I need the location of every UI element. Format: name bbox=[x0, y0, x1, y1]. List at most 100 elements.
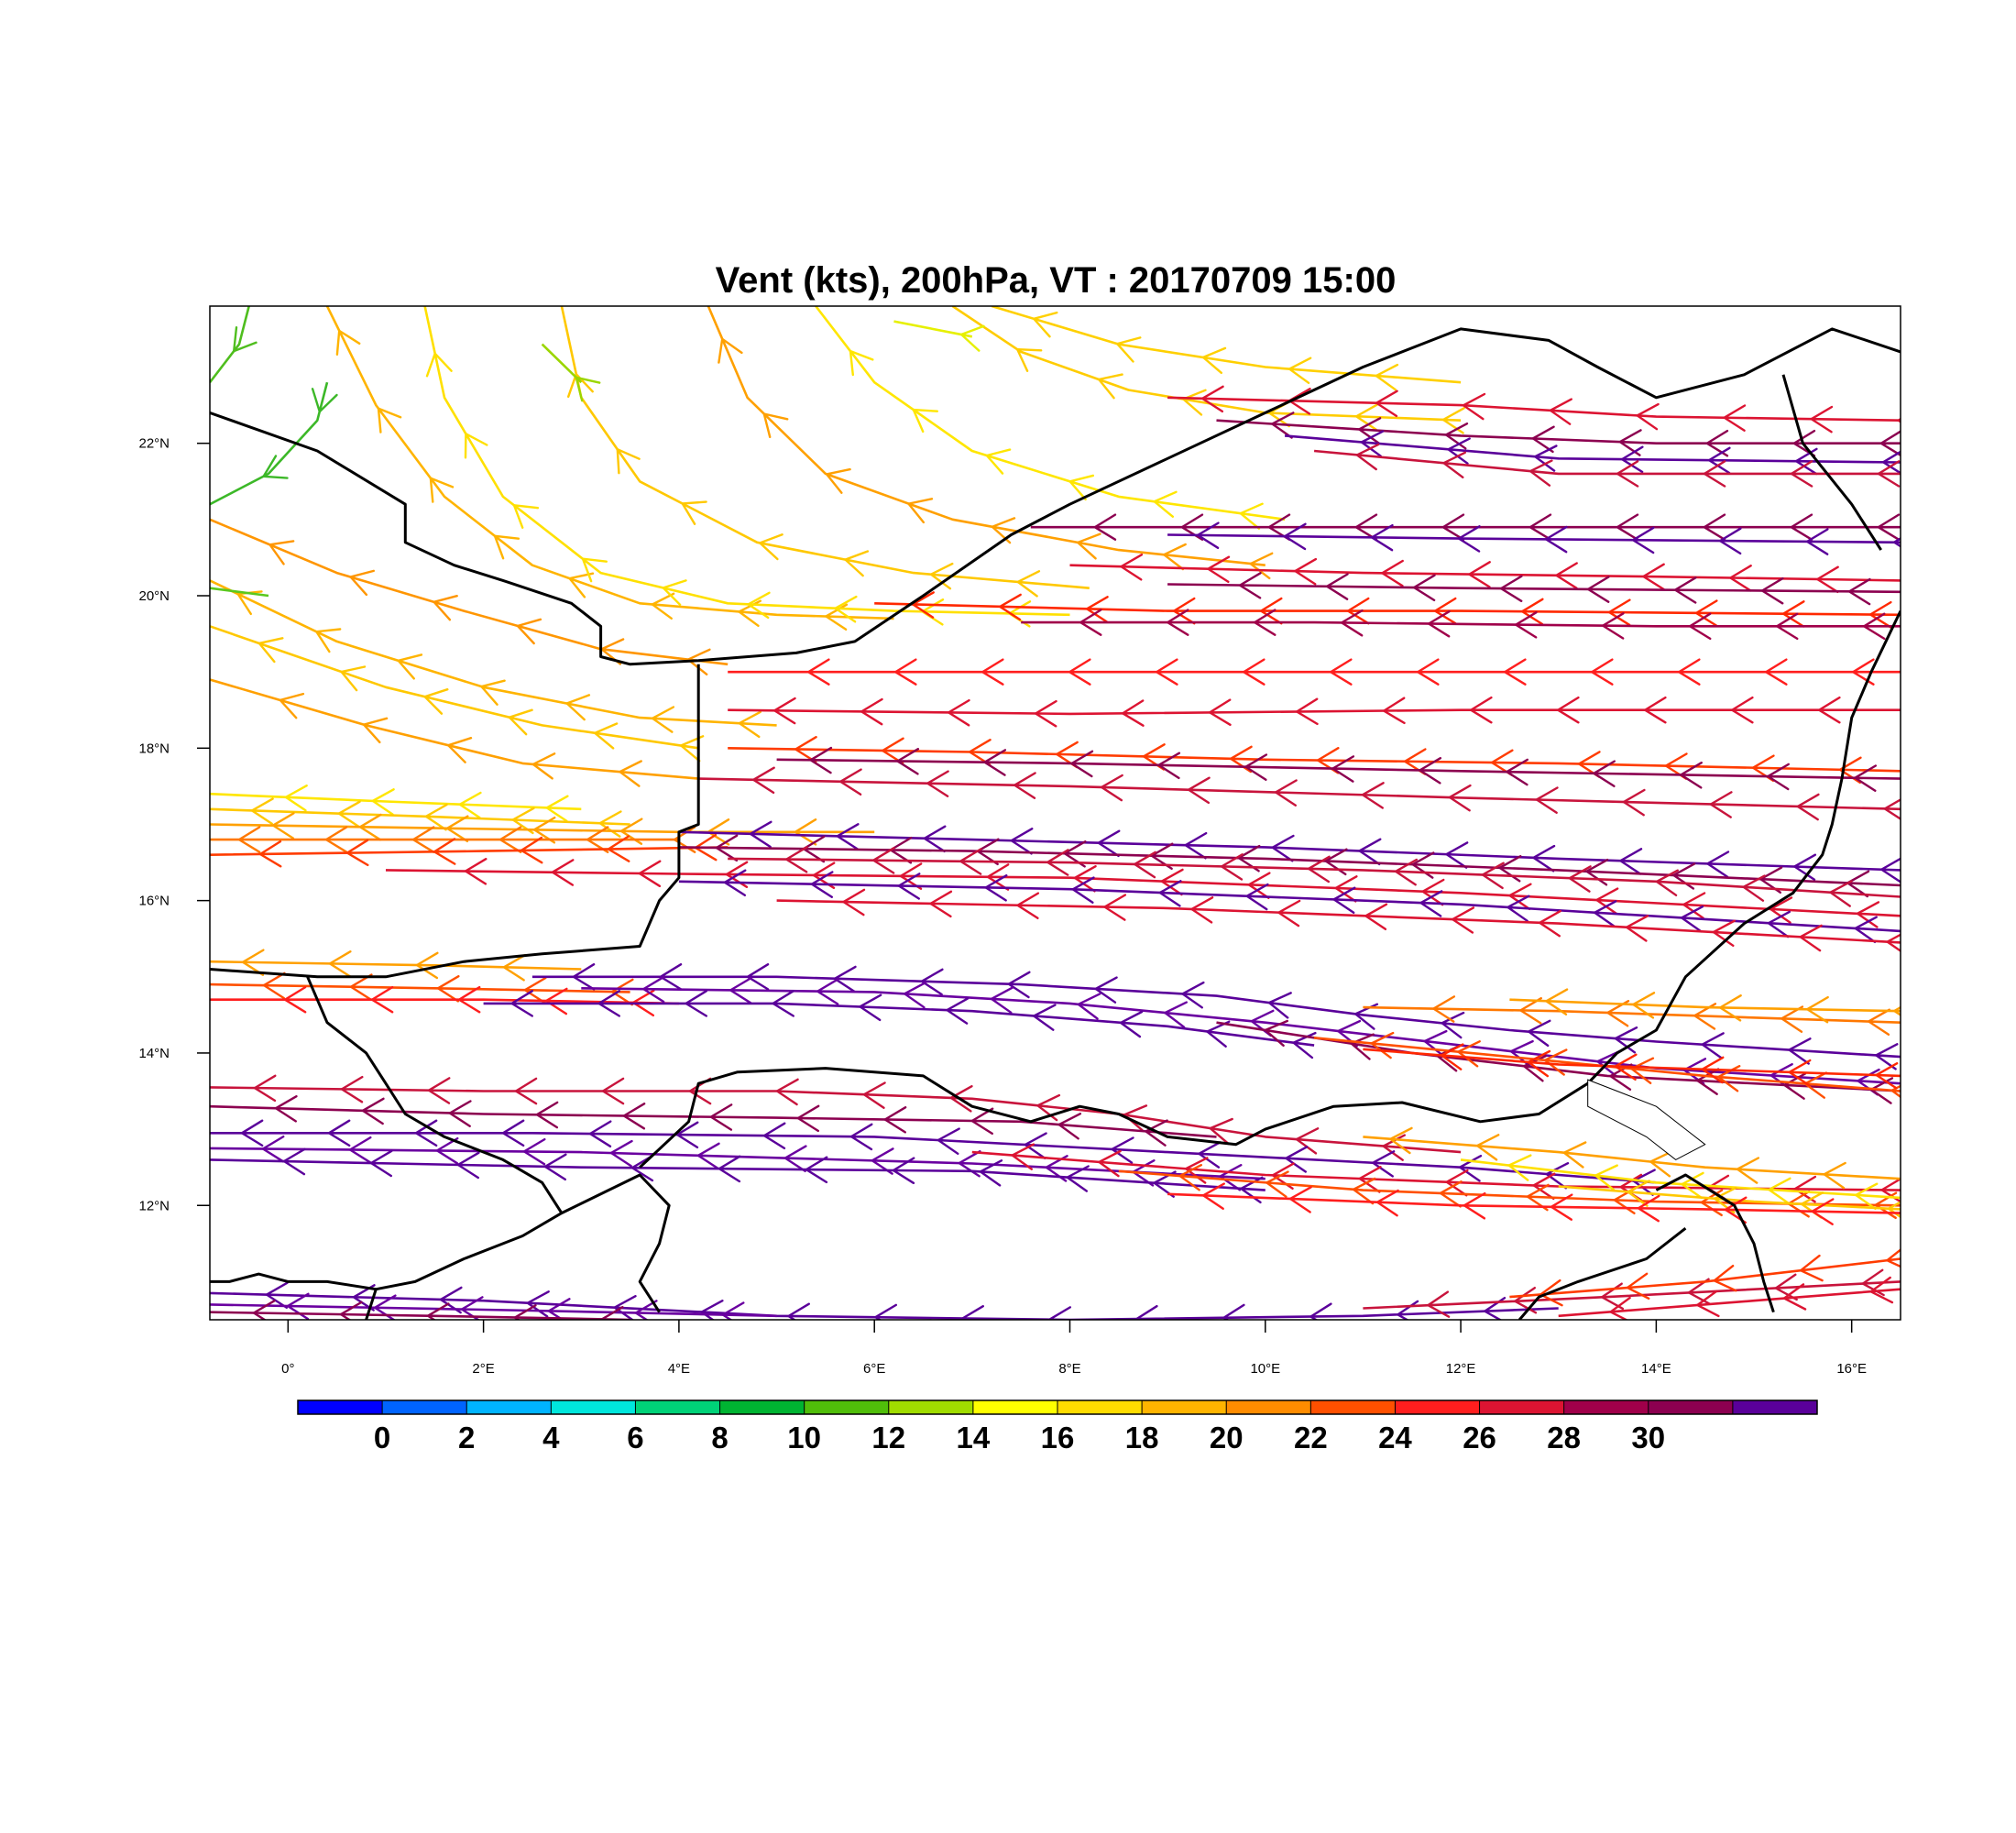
flow-chevron bbox=[1276, 899, 1301, 927]
flow-chevron bbox=[906, 498, 934, 524]
colorbar-swatch bbox=[635, 1400, 721, 1414]
flow-chevron bbox=[783, 1145, 807, 1172]
flow-chevron bbox=[1097, 1149, 1122, 1178]
flow-chevron bbox=[432, 838, 456, 865]
colorbar-swatch bbox=[1142, 1400, 1227, 1414]
flow-chevron bbox=[1700, 1032, 1725, 1059]
flow-chevron bbox=[1345, 597, 1370, 625]
streamline-path bbox=[210, 1158, 1265, 1191]
streamline bbox=[560, 306, 1090, 598]
streamline bbox=[874, 591, 1901, 629]
flow-chevron bbox=[261, 455, 289, 479]
flow-chevron bbox=[771, 990, 794, 1017]
flow-chevron bbox=[1885, 1248, 1901, 1268]
flow-chevron bbox=[522, 976, 547, 1004]
colorbar-label: 30 bbox=[1631, 1421, 1665, 1454]
flow-chevron bbox=[1072, 865, 1097, 893]
streamline bbox=[210, 1119, 1657, 1196]
streamline-path bbox=[1167, 583, 1901, 594]
streamline-path bbox=[210, 1311, 630, 1320]
flow-chevron bbox=[429, 476, 455, 503]
flow-chevron bbox=[1380, 559, 1404, 587]
streamline-path bbox=[874, 602, 1901, 617]
flow-chevron bbox=[960, 1305, 984, 1320]
flow-chevron bbox=[1120, 699, 1145, 727]
country-border bbox=[210, 327, 1901, 666]
flow-chevron bbox=[1309, 1302, 1332, 1320]
flow-chevron bbox=[861, 1081, 886, 1109]
flow-chevron bbox=[678, 735, 705, 763]
flow-chevron bbox=[1804, 995, 1829, 1024]
lon-tick-label: 6°E bbox=[863, 1361, 885, 1377]
streamline bbox=[1021, 609, 1901, 641]
flow-chevron bbox=[1163, 1001, 1188, 1028]
streamline bbox=[1167, 572, 1901, 606]
flow-chevron bbox=[1891, 1005, 1901, 1016]
flow-chevron bbox=[531, 816, 556, 844]
flow-chevron bbox=[512, 503, 540, 529]
lon-tick-label: 16°E bbox=[1836, 1361, 1867, 1377]
flow-chevron bbox=[751, 766, 775, 795]
streamline bbox=[483, 990, 1317, 1059]
flow-chevron bbox=[1635, 402, 1660, 431]
country-border bbox=[210, 976, 564, 1291]
flow-chevron bbox=[1537, 909, 1561, 938]
colorbar-swatch bbox=[1057, 1400, 1143, 1414]
flow-chevron bbox=[928, 890, 953, 918]
flow-chevron bbox=[463, 858, 488, 885]
flow-chevron bbox=[1876, 460, 1901, 488]
flow-chevron bbox=[1774, 612, 1799, 641]
flow-chevron bbox=[1431, 995, 1456, 1023]
streamline bbox=[698, 766, 1901, 821]
flow-chevron bbox=[1526, 1049, 1551, 1078]
flow-chevron bbox=[564, 694, 591, 721]
flow-chevron bbox=[1693, 599, 1718, 627]
flow-chevron bbox=[1525, 1183, 1550, 1212]
colorbar-swatch bbox=[1226, 1400, 1311, 1414]
flow-chevron bbox=[1543, 525, 1568, 554]
flow-chevron bbox=[1897, 1211, 1901, 1215]
flow-chevron bbox=[278, 692, 305, 719]
flow-chevron bbox=[1687, 612, 1712, 641]
streamline-path bbox=[707, 306, 1265, 566]
streamline bbox=[210, 785, 582, 822]
colorbar-swatch bbox=[804, 1400, 890, 1414]
lat-tick-label: 18°N bbox=[138, 741, 170, 756]
flow-chevron bbox=[1165, 609, 1189, 636]
flow-chevron bbox=[592, 722, 619, 750]
streamline bbox=[210, 518, 729, 675]
flow-chevron bbox=[257, 637, 284, 664]
flow-chevron bbox=[447, 1100, 472, 1127]
flow-chevron bbox=[1498, 575, 1523, 602]
flow-chevron bbox=[1561, 1141, 1587, 1169]
flow-chevron bbox=[357, 813, 382, 841]
flow-chevron bbox=[1531, 1172, 1556, 1201]
streamline bbox=[1363, 1126, 1901, 1190]
flow-chevron bbox=[1874, 1062, 1899, 1090]
streamline bbox=[1069, 554, 1901, 594]
lon-tick-label: 8°E bbox=[1058, 1361, 1080, 1377]
flow-chevron bbox=[425, 351, 453, 378]
flow-chevron bbox=[1263, 1019, 1288, 1047]
streamline bbox=[210, 381, 338, 506]
flow-chevron bbox=[1360, 782, 1385, 809]
flow-chevron bbox=[959, 324, 985, 352]
country-border bbox=[1655, 1173, 1775, 1313]
flow-chevron bbox=[984, 448, 1012, 475]
flow-chevron bbox=[411, 826, 435, 853]
flow-chevron bbox=[1795, 793, 1820, 821]
flow-chevron bbox=[1237, 572, 1262, 599]
lon-tick-label: 2°E bbox=[472, 1361, 494, 1377]
flow-chevron bbox=[1015, 892, 1040, 919]
streamline bbox=[385, 858, 1901, 928]
flow-chevron bbox=[327, 950, 352, 978]
flow-chevron bbox=[1729, 696, 1754, 724]
flow-chevron bbox=[339, 665, 367, 692]
flow-chevron bbox=[509, 990, 533, 1017]
flow-chevron bbox=[1773, 1273, 1798, 1301]
flow-chevron bbox=[804, 1156, 828, 1184]
flow-chevron bbox=[1555, 696, 1580, 724]
colorbar-label: 28 bbox=[1547, 1421, 1581, 1454]
flow-chevron bbox=[544, 795, 569, 822]
flow-chevron bbox=[1462, 1191, 1486, 1220]
